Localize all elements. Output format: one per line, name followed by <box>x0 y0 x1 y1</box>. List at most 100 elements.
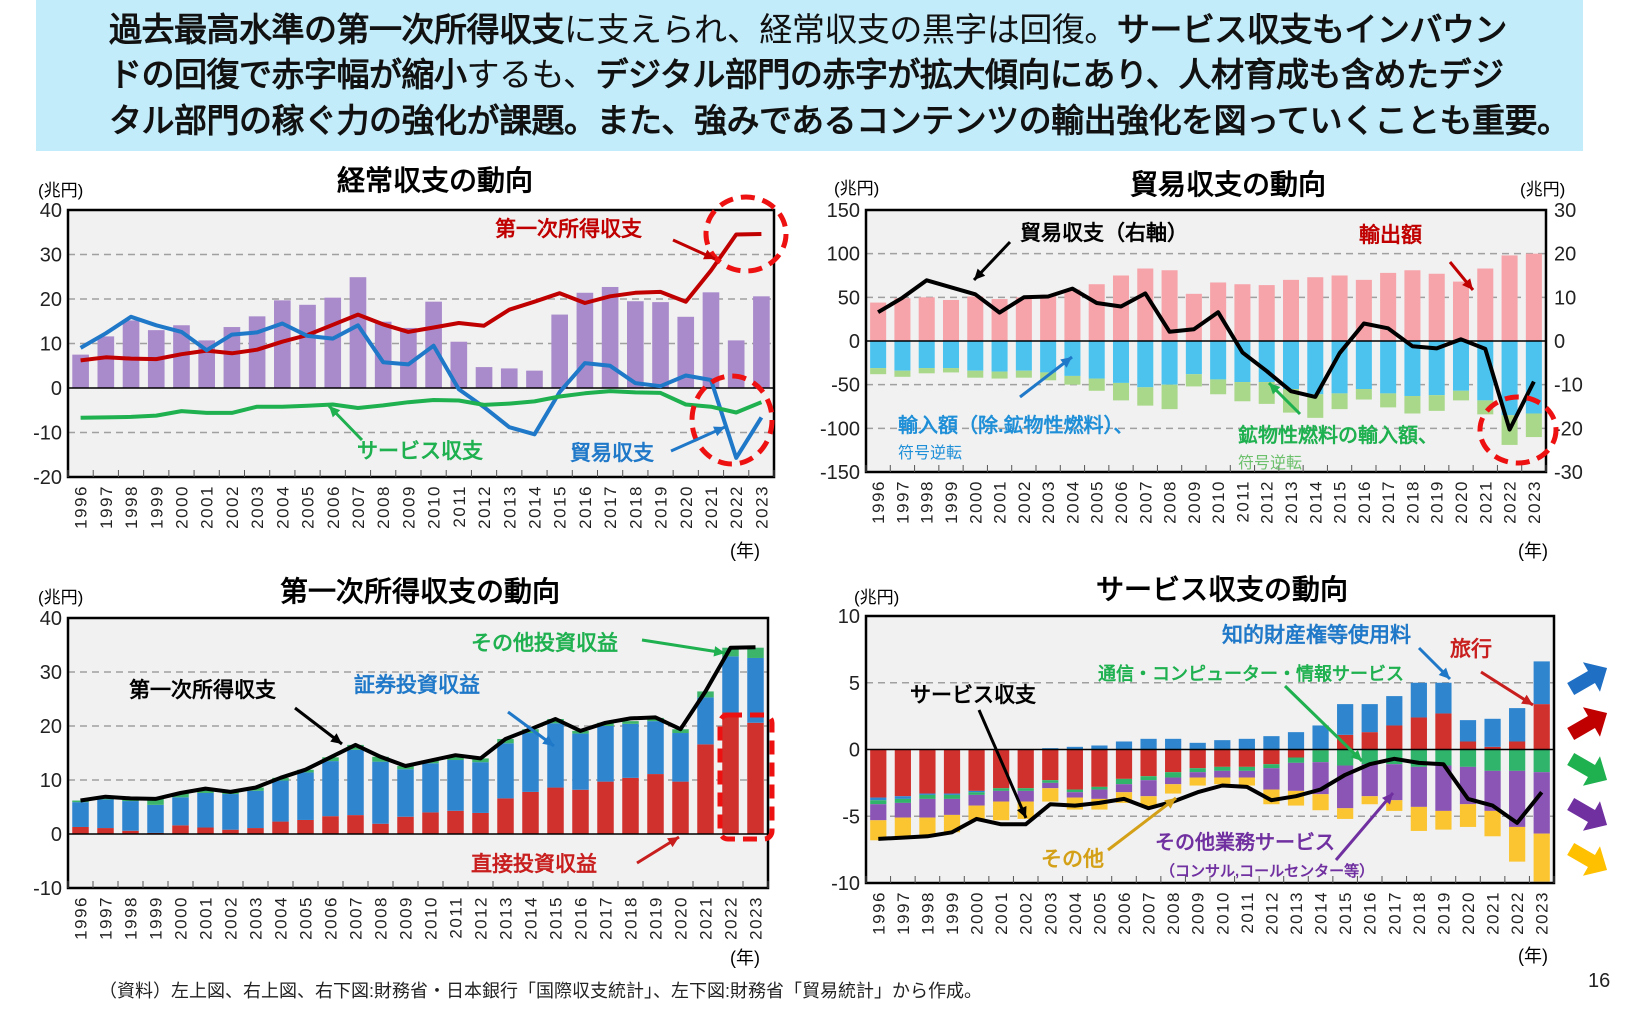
x-tick-label: 1996 <box>72 896 91 940</box>
x-tick-label: 2018 <box>622 896 641 940</box>
bar-segment <box>1307 394 1324 418</box>
bar-segment <box>447 755 464 761</box>
bar-segment <box>894 341 911 371</box>
x-tick-label: 2020 <box>677 485 696 529</box>
bar-segment <box>702 292 720 388</box>
bar-segment <box>1238 770 1255 778</box>
y-tick-label: -150 <box>820 462 860 484</box>
x-tick-label: 2019 <box>1428 480 1447 524</box>
bar-segment <box>1042 780 1059 783</box>
series-line <box>80 645 756 803</box>
bar-segment <box>1234 284 1251 341</box>
services-balance-chart: -10 -5 0 5 10 1996 1997 1998 1999 2000 2001 2002 200… <box>831 606 1556 935</box>
bar-segment <box>1459 804 1477 827</box>
bar-segment <box>1282 389 1300 413</box>
bar-segment <box>576 292 594 388</box>
bar-segment <box>652 302 669 388</box>
bar-segment <box>1355 341 1372 390</box>
bar-segment <box>1509 708 1526 742</box>
bar-segment <box>647 721 664 775</box>
bar-segment <box>1287 732 1305 750</box>
x-tick-label: 2017 <box>597 896 616 940</box>
bar-segment <box>1214 740 1231 750</box>
highlight-circle <box>703 194 789 274</box>
bar-segment <box>1165 749 1182 773</box>
annotation-services: サービス収支 <box>910 684 1037 707</box>
summary-text-segment: するも、 <box>466 56 597 93</box>
bar-segment <box>1040 294 1057 341</box>
bar-segment <box>1428 395 1445 411</box>
highlight-circle <box>1477 394 1559 466</box>
y-tick-label: -10 <box>33 423 62 445</box>
bar-segment <box>627 301 644 388</box>
x-tick-label: 1997 <box>97 485 116 529</box>
annotation-trade-right-axis: 貿易収支（右軸） <box>1020 221 1188 245</box>
arrowhead-icon <box>1269 383 1281 395</box>
bar-segment <box>747 647 764 658</box>
arrowhead-icon <box>974 268 986 280</box>
bar-segment <box>522 733 539 792</box>
bar-segment <box>1331 393 1348 410</box>
bar-segment <box>1484 810 1501 837</box>
annotation-imports: 輸入額（除.鉱物性燃料）、 <box>898 413 1134 437</box>
chart-title: 第一次所得収支の動向 <box>280 575 560 607</box>
series-line <box>878 756 1544 841</box>
x-tick-label: 2000 <box>172 485 191 529</box>
bar-segment <box>1238 738 1255 750</box>
y-unit-label: (兆円) <box>38 588 83 607</box>
bar-segment <box>173 325 190 388</box>
y-tick-label: 150 <box>827 200 860 222</box>
series-line <box>80 389 763 420</box>
bar-segment <box>274 300 291 388</box>
x-tick-label: 2014 <box>525 485 544 529</box>
x-tick-label: 2020 <box>1452 480 1471 524</box>
x-tick-label: 2019 <box>647 896 666 940</box>
bar-segment <box>472 762 489 813</box>
bar-segment <box>397 816 414 834</box>
bar-segment <box>1484 746 1501 750</box>
bar-segment <box>447 810 464 834</box>
bar-segment <box>1404 270 1421 341</box>
x-tick-label: 1999 <box>147 896 166 940</box>
bar-segment <box>297 772 314 820</box>
bar-segment <box>197 827 214 834</box>
annotation-portfolio: 証券投資収益 <box>354 673 480 697</box>
x-tick-label: 1996 <box>72 485 91 529</box>
bar-segment <box>942 341 960 369</box>
summary-text-segment: デジタル部門の赤字が拡大傾向にあり、人材育成も含めたデジ <box>595 56 1505 93</box>
bar-segment <box>1355 389 1372 400</box>
y-tick-label-right: -10 <box>1554 375 1583 397</box>
x-tick-label: 2020 <box>1459 891 1478 935</box>
bar-segment <box>1307 277 1324 341</box>
bar-segment <box>72 800 89 803</box>
x-tick-label: 2023 <box>747 896 766 940</box>
x-tick-label: 2019 <box>652 485 671 529</box>
x-tick-label: 2003 <box>1041 891 1060 935</box>
y-tick-label-right: 0 <box>1554 331 1565 353</box>
primary-income-chart: -10 0 10 20 30 40 1996 1997 1998 1999 2000 2001 2002… <box>33 608 770 940</box>
y-unit-label-right: (兆円) <box>1520 180 1565 199</box>
y-tick-label: 30 <box>40 245 62 267</box>
bar-segment <box>1210 341 1227 380</box>
bar-segment <box>993 788 1010 791</box>
bar-segment <box>72 802 89 827</box>
bar-segment <box>1484 718 1501 747</box>
arrowhead-icon <box>1462 278 1473 290</box>
y-tick-label: 50 <box>838 287 860 309</box>
trade-balance-chart: -150-100-50050100150-30-20-1001020301996… <box>820 200 1583 524</box>
x-tick-label: 2011 <box>450 485 469 528</box>
bar-segment <box>122 830 139 834</box>
bar-segment <box>1312 794 1329 811</box>
arrowhead-icon <box>329 406 341 418</box>
bar-segment <box>1064 375 1081 385</box>
x-tick-label: 2012 <box>472 896 491 940</box>
arrowhead-icon <box>330 733 342 744</box>
trend-arrow-icon <box>1567 842 1608 876</box>
bar-segment <box>1115 778 1133 785</box>
bar-segment <box>1459 749 1477 767</box>
bar-segment <box>870 797 887 801</box>
x-tick-label: 2014 <box>522 896 541 940</box>
bar-segment <box>197 788 214 793</box>
x-tick-label: 2021 <box>697 896 716 940</box>
summary-text-segment: 過去最高水準の第一次所得収支 <box>109 11 565 48</box>
